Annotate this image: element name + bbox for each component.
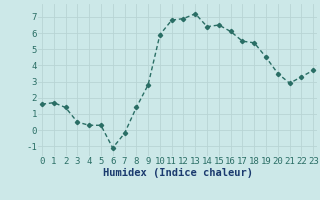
X-axis label: Humidex (Indice chaleur): Humidex (Indice chaleur) bbox=[103, 168, 252, 178]
